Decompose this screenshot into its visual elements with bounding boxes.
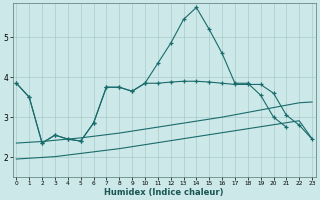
X-axis label: Humidex (Indice chaleur): Humidex (Indice chaleur) — [104, 188, 224, 197]
